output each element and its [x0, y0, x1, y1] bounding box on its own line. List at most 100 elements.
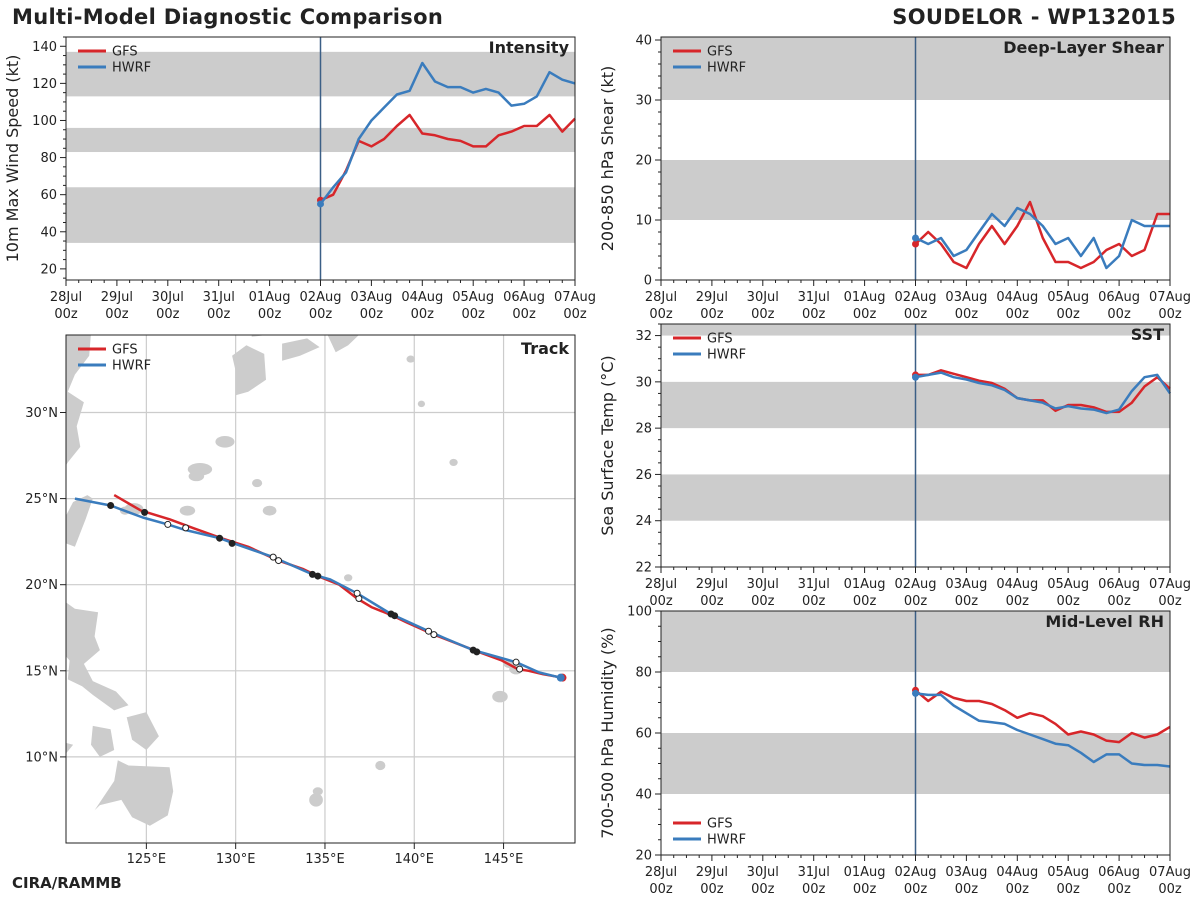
- y-tick-label: 120: [32, 77, 57, 92]
- panel-title: Mid-Level RH: [1045, 612, 1164, 631]
- track-time-marker-hwrf: [469, 646, 477, 654]
- x-tick-hour: 00z: [649, 307, 673, 322]
- lon-tick-label: 135°E: [305, 852, 345, 867]
- x-tick-hour: 00z: [802, 882, 826, 897]
- track-time-marker-hwrf: [425, 627, 433, 635]
- y-tick-label: 40: [635, 788, 652, 803]
- x-tick-hour: 00z: [955, 594, 979, 609]
- legend-label-gfs: GFS: [707, 817, 733, 832]
- x-tick-date: 01Aug: [844, 290, 886, 305]
- y-tick-label: 80: [635, 666, 652, 681]
- series-start-point-hwrf: [912, 234, 919, 242]
- x-tick-hour: 00z: [462, 307, 486, 322]
- lat-tick-label: 10°N: [25, 750, 58, 765]
- x-tick-hour: 00z: [751, 882, 775, 897]
- x-tick-hour: 00z: [649, 882, 673, 897]
- track-line-gfs: [113, 494, 563, 679]
- x-tick-date: 04Aug: [996, 865, 1038, 880]
- x-tick-date: 02Aug: [895, 865, 937, 880]
- track-map-area: [66, 335, 575, 843]
- x-tick-date: 31Jul: [798, 290, 830, 305]
- x-tick-hour: 00z: [955, 882, 979, 897]
- legend-label-hwrf: HWRF: [707, 61, 746, 76]
- series-line-hwrf: [914, 206, 1170, 270]
- series-line-hwrf: [319, 61, 576, 205]
- x-tick-hour: 00z: [1006, 594, 1030, 609]
- y-tick-label: 28: [635, 422, 652, 437]
- x-tick-date: 31Jul: [798, 577, 830, 592]
- x-tick-date: 29Jul: [696, 865, 728, 880]
- y-tick-label: 22: [635, 561, 652, 576]
- land-island: [449, 458, 458, 466]
- x-tick-date: 06Aug: [1098, 290, 1140, 305]
- x-tick-date: 02Aug: [300, 290, 342, 305]
- y-tick-label: 80: [40, 151, 57, 166]
- lon-tick-label: 130°E: [216, 852, 256, 867]
- series-line-gfs: [915, 369, 1171, 414]
- x-tick-date: 05Aug: [1047, 577, 1089, 592]
- x-tick-hour: 00z: [751, 594, 775, 609]
- x-tick-hour: 00z: [156, 307, 180, 322]
- x-tick-hour: 00z: [309, 307, 333, 322]
- lon-tick-label: 145°E: [484, 852, 524, 867]
- track-time-marker-gfs: [141, 508, 149, 516]
- land-island: [252, 479, 263, 488]
- figure-title: Multi-Model Diagnostic Comparison: [12, 5, 444, 29]
- x-tick-date: 29Jul: [101, 290, 133, 305]
- y-axis-label: 10m Max Wind Speed (kt): [3, 55, 22, 263]
- x-tick-hour: 00z: [751, 307, 775, 322]
- x-tick-hour: 00z: [853, 594, 877, 609]
- panel-title: Track: [521, 339, 569, 358]
- legend-label-gfs: GFS: [707, 45, 733, 60]
- land-taiwan: [66, 495, 93, 547]
- x-tick-date: 05Aug: [452, 290, 494, 305]
- x-tick-date: 07Aug: [1149, 577, 1191, 592]
- legend-label-hwrf: HWRF: [707, 833, 746, 848]
- land-island: [417, 400, 426, 408]
- track-time-marker-hwrf: [387, 610, 395, 618]
- x-tick-hour: 00z: [1107, 594, 1131, 609]
- land-panay: [91, 725, 115, 757]
- x-tick-hour: 00z: [802, 594, 826, 609]
- x-tick-date: 31Jul: [798, 865, 830, 880]
- x-tick-hour: 00z: [1057, 594, 1081, 609]
- x-tick-date: 04Aug: [996, 577, 1038, 592]
- series-start-point-hwrf: [317, 200, 324, 208]
- x-tick-date: 04Aug: [401, 290, 443, 305]
- land-samar-leyte: [126, 712, 159, 750]
- y-tick-label: 100: [627, 605, 652, 620]
- panel-title: Deep-Layer Shear: [1003, 38, 1164, 57]
- land-china-coast: [66, 335, 91, 466]
- series-line-gfs: [914, 689, 1171, 744]
- series-line-gfs: [914, 200, 1170, 270]
- x-tick-date: 02Aug: [895, 577, 937, 592]
- land-honshu: [251, 335, 359, 353]
- land-shikoku: [282, 338, 320, 361]
- x-tick-hour: 00z: [1006, 882, 1030, 897]
- x-tick-hour: 00z: [904, 594, 928, 609]
- land-island: [312, 787, 323, 796]
- x-tick-hour: 00z: [904, 882, 928, 897]
- land-kyushu: [232, 345, 266, 396]
- x-tick-hour: 00z: [563, 307, 587, 322]
- lat-tick-label: 25°N: [25, 492, 58, 507]
- series-line-gfs: [320, 113, 576, 202]
- land-palawan: [66, 742, 74, 754]
- x-tick-hour: 00z: [700, 882, 724, 897]
- land-luzon: [66, 602, 129, 711]
- x-tick-date: 06Aug: [1098, 865, 1140, 880]
- land-island: [406, 355, 415, 363]
- legend-label-gfs: GFS: [112, 45, 138, 60]
- panel-shear: 0 10 20 30 40 28Jul 00z 29Jul 00z 30Jul 00z 31Jul 00…: [598, 34, 1191, 323]
- y-tick-label: 100: [32, 114, 57, 129]
- x-tick-date: 30Jul: [747, 865, 779, 880]
- x-tick-date: 31Jul: [203, 290, 235, 305]
- lat-tick-label: 20°N: [25, 578, 58, 593]
- track-time-marker-gfs: [182, 524, 190, 532]
- legend-label-hwrf: HWRF: [112, 61, 151, 76]
- x-tick-hour: 00z: [802, 307, 826, 322]
- storm-id: SOUDELOR - WP132015: [892, 5, 1176, 29]
- x-tick-hour: 00z: [955, 307, 979, 322]
- y-tick-label: 32: [635, 329, 652, 344]
